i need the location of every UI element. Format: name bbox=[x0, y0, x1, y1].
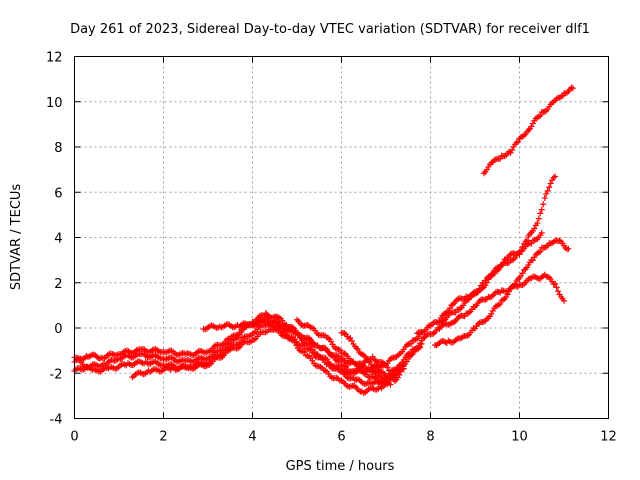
series-track-9 bbox=[431, 237, 572, 349]
data-point bbox=[537, 248, 544, 255]
data-point bbox=[480, 318, 487, 325]
data-point bbox=[541, 195, 548, 202]
x-axis-label: GPS time / hours bbox=[286, 459, 395, 474]
data-point bbox=[546, 184, 553, 191]
data-point bbox=[446, 305, 453, 312]
data-point bbox=[534, 220, 541, 227]
data-point bbox=[569, 85, 576, 92]
data-point bbox=[541, 108, 548, 115]
data-point bbox=[464, 332, 471, 339]
data-point bbox=[519, 270, 526, 277]
y-axis-label: SDTVAR / TECUs bbox=[9, 184, 24, 291]
data-point bbox=[563, 89, 570, 96]
data-point bbox=[547, 180, 554, 187]
data-point bbox=[485, 276, 492, 283]
data-point bbox=[421, 334, 428, 341]
data-points bbox=[71, 84, 576, 396]
data-point bbox=[341, 350, 348, 357]
data-point bbox=[529, 120, 536, 127]
data-point bbox=[556, 237, 563, 244]
data-point bbox=[391, 374, 398, 381]
data-point bbox=[515, 138, 522, 145]
y-tick-label: -2 bbox=[50, 367, 63, 382]
data-point bbox=[480, 170, 487, 177]
x-tick-label: 12 bbox=[600, 430, 617, 445]
data-point bbox=[544, 187, 551, 194]
x-tick-label: 10 bbox=[511, 430, 528, 445]
series-track-11 bbox=[480, 84, 576, 177]
data-point bbox=[381, 374, 388, 381]
series-track-7 bbox=[338, 329, 425, 384]
data-point bbox=[528, 240, 535, 247]
data-point bbox=[535, 215, 542, 222]
data-point bbox=[466, 309, 473, 316]
data-point bbox=[418, 340, 425, 347]
data-point bbox=[408, 340, 415, 347]
y-tick-label: 0 bbox=[54, 322, 62, 337]
data-point bbox=[565, 245, 572, 252]
data-point bbox=[354, 346, 361, 353]
data-point bbox=[509, 146, 516, 153]
chart-title: Day 261 of 2023, Sidereal Day-to-day VTE… bbox=[70, 22, 590, 37]
data-point bbox=[371, 373, 378, 380]
tick-labels: 0 2 4 6 8 10 12 -4 -2 0 2 4 6 8 10 12 bbox=[46, 51, 617, 445]
data-point bbox=[461, 313, 468, 320]
data-point bbox=[531, 225, 538, 232]
x-tick-label: 8 bbox=[426, 430, 434, 445]
data-point bbox=[412, 336, 419, 343]
y-tick-label: 10 bbox=[46, 96, 63, 111]
data-point bbox=[552, 280, 559, 287]
data-point bbox=[347, 335, 354, 342]
data-point bbox=[529, 257, 536, 264]
y-tick-label: 4 bbox=[54, 232, 62, 247]
data-point bbox=[543, 190, 550, 197]
data-point bbox=[387, 381, 394, 388]
data-point bbox=[341, 330, 348, 337]
data-point bbox=[457, 305, 464, 312]
y-tick-label: 2 bbox=[54, 277, 62, 292]
series-track-2 bbox=[71, 271, 567, 388]
x-tick-label: 0 bbox=[70, 430, 78, 445]
y-tick-label: 12 bbox=[46, 51, 63, 66]
series-track-3 bbox=[71, 326, 403, 396]
x-tick-label: 2 bbox=[159, 430, 167, 445]
data-point bbox=[385, 367, 392, 374]
series-track-10 bbox=[436, 229, 545, 325]
data-point bbox=[537, 210, 544, 217]
data-point bbox=[337, 347, 344, 354]
data-point bbox=[561, 297, 567, 304]
y-tick-label: 6 bbox=[54, 186, 62, 201]
data-point bbox=[452, 309, 459, 316]
data-point bbox=[414, 330, 421, 337]
data-point bbox=[538, 229, 545, 236]
data-point bbox=[449, 301, 456, 308]
data-point bbox=[537, 112, 544, 119]
data-point bbox=[534, 114, 541, 121]
y-tick-label: -4 bbox=[50, 413, 63, 428]
plot-frame bbox=[74, 56, 609, 419]
data-point bbox=[301, 349, 308, 356]
data-point bbox=[538, 206, 545, 213]
data-point bbox=[417, 344, 424, 351]
data-point bbox=[553, 284, 560, 291]
data-point bbox=[368, 361, 375, 368]
data-point bbox=[555, 288, 562, 295]
data-point bbox=[393, 353, 400, 360]
data-point bbox=[384, 364, 391, 371]
x-tick-label: 6 bbox=[337, 430, 345, 445]
y-tick-label: 8 bbox=[54, 141, 62, 156]
data-point bbox=[540, 201, 547, 208]
data-point bbox=[497, 300, 504, 307]
data-point bbox=[483, 279, 490, 286]
x-tick-label: 4 bbox=[248, 430, 256, 445]
data-point bbox=[436, 318, 443, 325]
data-point bbox=[430, 330, 437, 337]
data-point bbox=[552, 173, 559, 180]
data-point bbox=[348, 337, 355, 344]
